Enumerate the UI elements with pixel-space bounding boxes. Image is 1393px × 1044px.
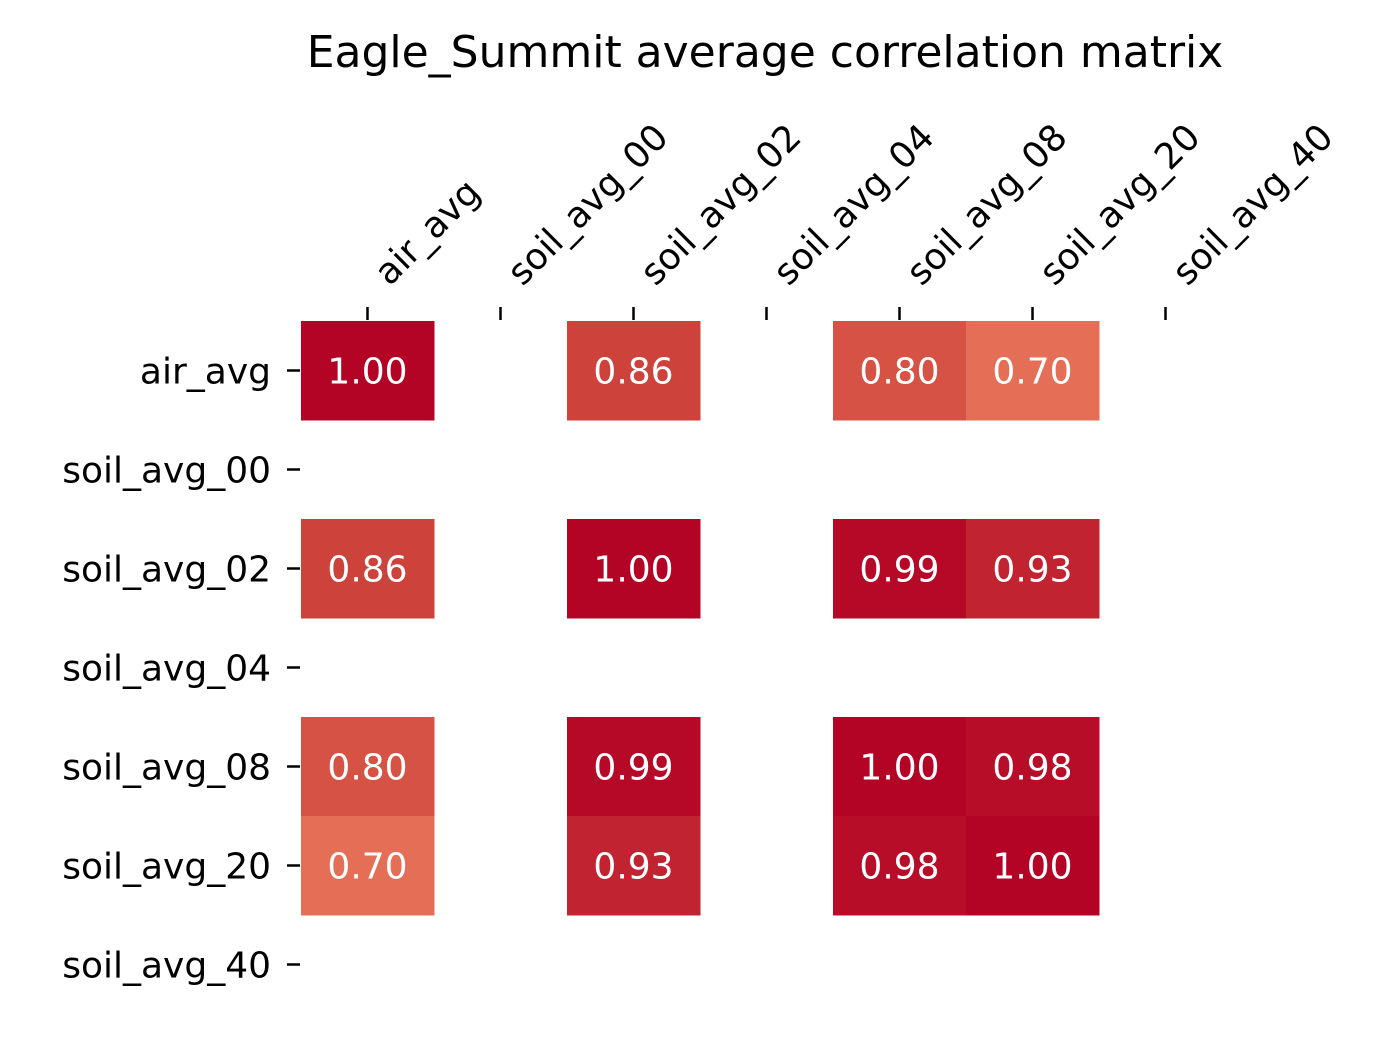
cell-value-label: 0.93 (593, 847, 673, 888)
x-tick-label: air_avg (367, 172, 489, 294)
cell-value-label: 0.99 (593, 748, 673, 789)
heatmap-cells: 1.00 0.86 0.80 0.70 0.86 1.00 0.99 0.93 0.80 0.99… (301, 321, 1100, 916)
cell-value-label: 0.98 (992, 748, 1072, 789)
cell-value-label: 1.00 (992, 847, 1072, 888)
heatmap-cell-5-2 (567, 816, 701, 916)
heatmap-cell-2-0 (301, 519, 435, 619)
cell-value-label: 0.93 (992, 550, 1072, 591)
heatmap-cell-0-0 (301, 321, 435, 421)
cell-value-label: 0.80 (327, 748, 407, 789)
heatmap-cell-0-5 (966, 321, 1100, 421)
x-axis: air_avg soil_avg_00soil_avg_02soil_avg_04… (366, 117, 1342, 320)
cell-value-label: 1.00 (859, 748, 939, 789)
heatmap-cell-2-2 (567, 519, 701, 619)
heatmap-cell-0-4 (833, 321, 967, 421)
cell-value-label: 0.70 (327, 847, 407, 888)
y-tick-label: soil_avg_04 (62, 649, 271, 690)
cell-value-label: 0.99 (859, 550, 939, 591)
heatmap-cell-4-5 (966, 717, 1100, 817)
cell-value-label: 1.00 (327, 352, 407, 393)
y-tick-label: soil_avg_40 (62, 946, 271, 987)
heatmap-cell-4-0 (301, 717, 435, 817)
heatmap-cell-4-4 (833, 717, 967, 817)
cell-value-label: 0.98 (859, 847, 939, 888)
y-tick-label: soil_avg_20 (62, 847, 271, 888)
heatmap-cell-5-0 (301, 816, 435, 916)
y-tick-label: soil_avg_08 (62, 748, 271, 789)
cell-value-label: 0.86 (327, 550, 407, 591)
cell-value-label: 0.80 (859, 352, 939, 393)
heatmap-cell-5-4 (833, 816, 967, 916)
cell-value-label: 1.00 (593, 550, 673, 591)
y-axis: air_avg soil_avg_00 soil_avg_02 soil_avg_04… (62, 352, 300, 987)
heatmap-cell-2-4 (833, 519, 967, 619)
heatmap-cell-5-5 (966, 816, 1100, 916)
chart-title: Eagle_Summit average correlation matrix (307, 27, 1224, 78)
cell-value-label: 0.86 (593, 352, 673, 393)
y-tick-label: soil_avg_02 (62, 550, 271, 591)
heatmap-cell-2-5 (966, 519, 1100, 619)
y-tick-label: air_avg (140, 352, 271, 393)
cell-value-label: 0.70 (992, 352, 1072, 393)
heatmap-cell-4-2 (567, 717, 701, 817)
heatmap-cell-0-2 (567, 321, 701, 421)
y-tick-label: soil_avg_00 (62, 451, 271, 492)
